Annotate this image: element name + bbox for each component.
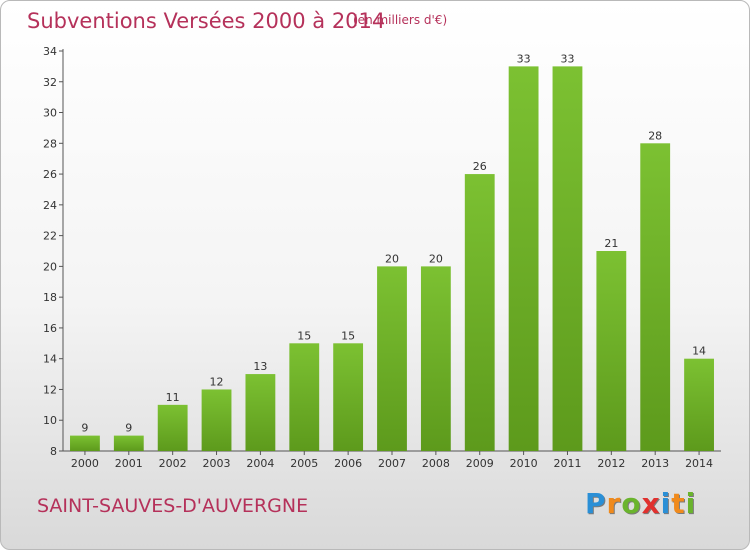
y-tick-label: 28 xyxy=(43,137,57,150)
logo-letter: P xyxy=(585,487,607,520)
proxiti-logo[interactable]: Proxiti xyxy=(585,487,696,520)
chart-title: Subventions Versées 2000 à 2014 xyxy=(27,9,386,33)
bar-value-label: 28 xyxy=(648,129,662,142)
bar-value-label: 33 xyxy=(560,52,574,65)
y-tick-label: 24 xyxy=(43,199,57,212)
bar xyxy=(508,66,539,451)
bar xyxy=(684,358,714,451)
y-tick-label: 32 xyxy=(43,76,57,89)
bar xyxy=(201,389,232,451)
bar xyxy=(70,435,100,451)
x-tick-label: 2001 xyxy=(115,457,143,470)
x-tick-label: 2014 xyxy=(685,457,713,470)
x-tick-label: 2006 xyxy=(334,457,362,470)
y-tick-label: 12 xyxy=(43,383,57,396)
bar xyxy=(333,343,364,451)
commune-name: SAINT-SAUVES-D'AUVERGNE xyxy=(37,495,309,517)
bar-value-label: 15 xyxy=(341,329,355,342)
x-tick-label: 2010 xyxy=(510,457,538,470)
bar xyxy=(596,251,627,451)
logo-letter: i xyxy=(685,487,697,520)
y-tick-label: 8 xyxy=(50,445,57,458)
y-tick-label: 18 xyxy=(43,291,57,304)
bar-value-label: 26 xyxy=(473,160,487,173)
chart-data-labels: 9 9 11 12 13 15 15 20 20 26 33 33 21 28 14 xyxy=(81,52,706,434)
bar xyxy=(157,404,188,451)
logo-letter: x xyxy=(641,487,661,520)
y-tick-label: 16 xyxy=(43,322,57,335)
bar xyxy=(552,66,583,451)
y-tick-label: 22 xyxy=(43,230,57,243)
logo-letter: o xyxy=(621,487,642,520)
bar-value-label: 20 xyxy=(429,252,443,265)
bar xyxy=(377,266,407,451)
bar xyxy=(289,343,320,451)
y-tick-label: 30 xyxy=(43,107,57,120)
x-tick-label: 2009 xyxy=(466,457,494,470)
y-tick-label: 10 xyxy=(43,414,57,427)
bar-value-label: 33 xyxy=(517,52,531,65)
chart-subtitle: (en milliers d'€) xyxy=(353,13,448,27)
x-tick-label: 2003 xyxy=(203,457,231,470)
bar xyxy=(640,143,671,452)
bar-value-label: 15 xyxy=(297,329,311,342)
x-tick-label: 2011 xyxy=(553,457,581,470)
bar-value-label: 11 xyxy=(166,391,180,404)
bar-value-label: 9 xyxy=(125,422,132,435)
bar xyxy=(464,174,495,452)
y-tick-label: 34 xyxy=(43,45,57,58)
bar-value-label: 21 xyxy=(604,237,618,250)
bar-value-label: 14 xyxy=(692,345,706,358)
logo-letter: t xyxy=(671,487,686,520)
logo-letter: r xyxy=(606,487,622,520)
x-tick-label: 2002 xyxy=(159,457,187,470)
logo-letter: i xyxy=(660,487,672,520)
x-tick-label: 2013 xyxy=(641,457,669,470)
chart-y-ticks: 8 10 12 14 16 18 20 22 24 26 28 30 32 34 xyxy=(43,45,63,458)
bar-value-label: 12 xyxy=(210,375,224,388)
chart-x-ticks: 2000 2001 2002 2003 2004 2005 2006 2007 2008 2009… xyxy=(71,451,713,470)
x-tick-label: 2000 xyxy=(71,457,99,470)
bar-value-label: 20 xyxy=(385,252,399,265)
y-tick-label: 26 xyxy=(43,168,57,181)
bar-value-label: 9 xyxy=(81,422,88,435)
y-tick-label: 20 xyxy=(43,260,57,273)
x-tick-label: 2004 xyxy=(246,457,274,470)
bar xyxy=(420,266,451,451)
chart-bars xyxy=(70,66,714,452)
x-tick-label: 2012 xyxy=(597,457,625,470)
bar xyxy=(113,435,144,451)
x-tick-label: 2005 xyxy=(290,457,318,470)
bar-value-label: 13 xyxy=(253,360,267,373)
bar xyxy=(245,374,276,451)
y-tick-label: 14 xyxy=(43,353,57,366)
x-tick-label: 2008 xyxy=(422,457,450,470)
x-tick-label: 2007 xyxy=(378,457,406,470)
